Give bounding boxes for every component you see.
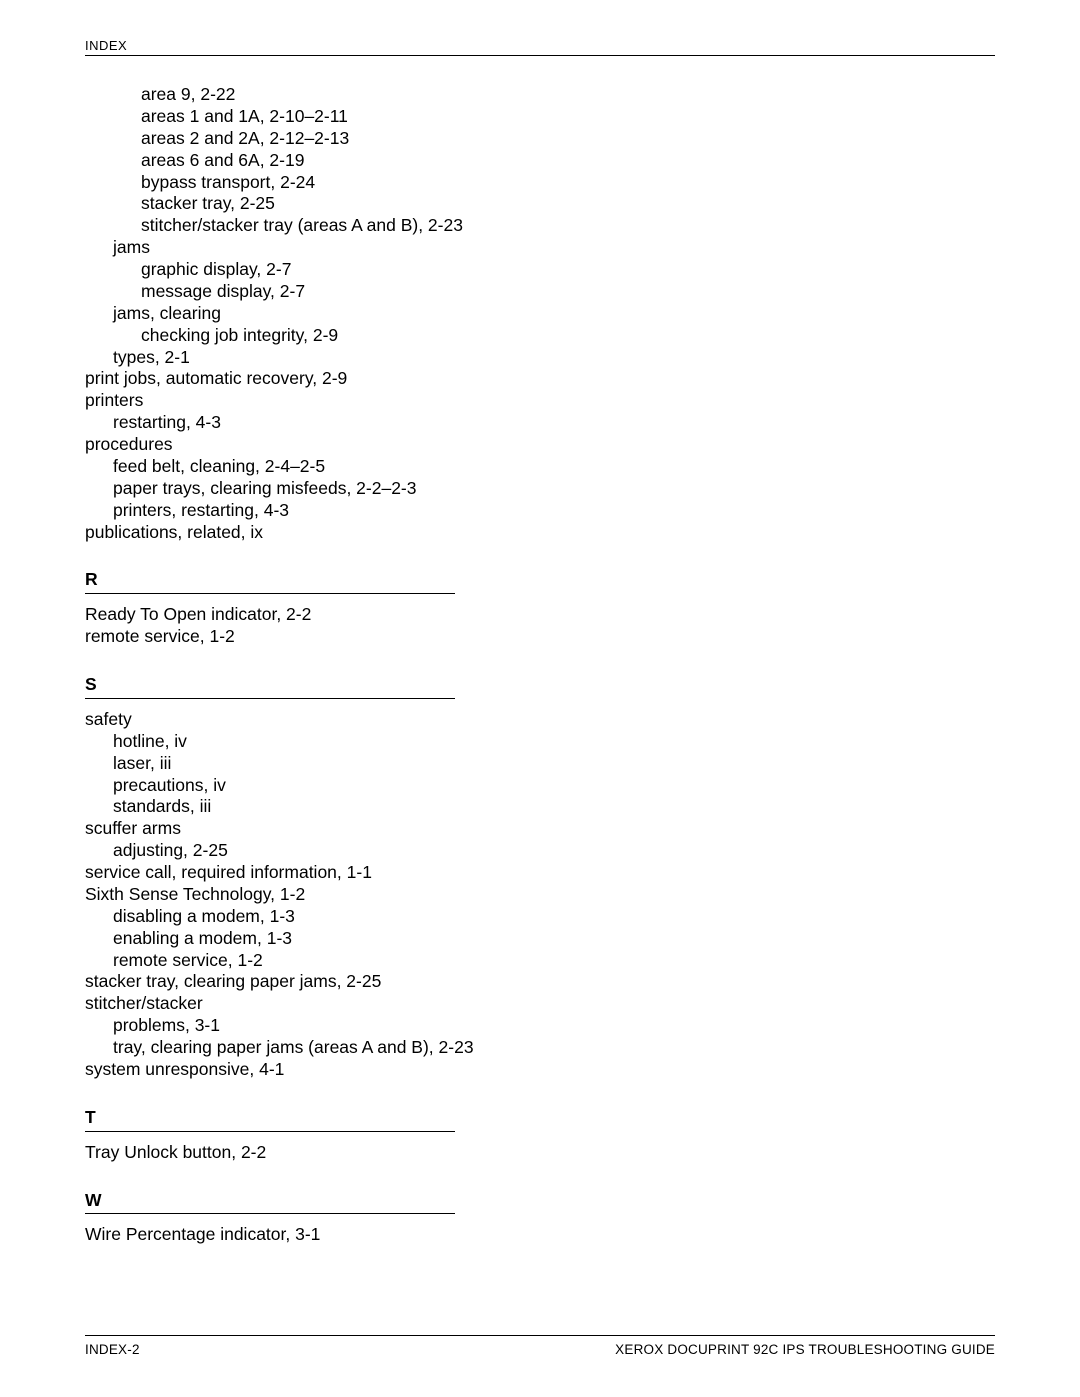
index-entry: Sixth Sense Technology, 1-2 — [85, 884, 995, 906]
section-spacer — [85, 1164, 995, 1190]
section-letter: S — [85, 674, 995, 696]
index-entry: precautions, iv — [113, 775, 995, 797]
index-entry: restarting, 4-3 — [113, 412, 995, 434]
index-entry: scuffer arms — [85, 818, 995, 840]
index-entry: printers, restarting, 4-3 — [113, 500, 995, 522]
index-entry: stacker tray, 2-25 — [141, 193, 995, 215]
continuation-block: area 9, 2-22areas 1 and 1A, 2-10–2-11are… — [85, 84, 995, 543]
index-entry: disabling a modem, 1-3 — [113, 906, 995, 928]
index-entry: procedures — [85, 434, 995, 456]
section-rule — [85, 593, 455, 594]
index-entry: laser, iii — [113, 753, 995, 775]
index-entry: hotline, iv — [113, 731, 995, 753]
index-entry: enabling a modem, 1-3 — [113, 928, 995, 950]
section-rule — [85, 1213, 455, 1214]
section-letter: R — [85, 569, 995, 591]
index-entry: service call, required information, 1-1 — [85, 862, 995, 884]
index-entry: remote service, 1-2 — [113, 950, 995, 972]
section-spacer — [85, 648, 995, 674]
index-entry: jams, clearing — [113, 303, 995, 325]
index-entry: standards, iii — [113, 796, 995, 818]
index-entry: Ready To Open indicator, 2-2 — [85, 604, 995, 626]
page-footer: INDEX-2 XEROX DOCUPRINT 92C IPS TROUBLES… — [85, 1335, 995, 1357]
index-entry: area 9, 2-22 — [141, 84, 995, 106]
index-entry: safety — [85, 709, 995, 731]
index-entry: jams — [113, 237, 995, 259]
index-entry: areas 1 and 1A, 2-10–2-11 — [141, 106, 995, 128]
index-entry: Tray Unlock button, 2-2 — [85, 1142, 995, 1164]
footer-doc-title: XEROX DOCUPRINT 92C IPS TROUBLESHOOTING … — [615, 1342, 995, 1357]
index-entry: checking job integrity, 2-9 — [141, 325, 995, 347]
section-spacer — [85, 543, 995, 569]
index-entry: system unresponsive, 4-1 — [85, 1059, 995, 1081]
index-entry: paper trays, clearing misfeeds, 2-2–2-3 — [113, 478, 995, 500]
page-header: INDEX — [85, 38, 995, 56]
index-page: INDEX area 9, 2-22areas 1 and 1A, 2-10–2… — [0, 0, 1080, 1246]
index-entry: publications, related, ix — [85, 522, 995, 544]
index-entry: feed belt, cleaning, 2-4–2-5 — [113, 456, 995, 478]
index-entry: print jobs, automatic recovery, 2-9 — [85, 368, 995, 390]
index-entry: types, 2-1 — [113, 347, 995, 369]
index-entry: tray, clearing paper jams (areas A and B… — [113, 1037, 995, 1059]
index-entry: stacker tray, clearing paper jams, 2-25 — [85, 971, 995, 993]
index-entry: remote service, 1-2 — [85, 626, 995, 648]
section-rule — [85, 698, 455, 699]
index-entry: stitcher/stacker tray (areas A and B), 2… — [141, 215, 995, 237]
index-entry: areas 2 and 2A, 2-12–2-13 — [141, 128, 995, 150]
index-entry: adjusting, 2-25 — [113, 840, 995, 862]
section-rule — [85, 1131, 455, 1132]
footer-page-number: INDEX-2 — [85, 1342, 140, 1357]
index-entry: Wire Percentage indicator, 3-1 — [85, 1224, 995, 1246]
index-entry: graphic display, 2-7 — [141, 259, 995, 281]
index-content: area 9, 2-22areas 1 and 1A, 2-10–2-11are… — [85, 84, 995, 1246]
index-entry: areas 6 and 6A, 2-19 — [141, 150, 995, 172]
section-letter: W — [85, 1190, 995, 1212]
section-spacer — [85, 1081, 995, 1107]
index-entry: printers — [85, 390, 995, 412]
index-entry: stitcher/stacker — [85, 993, 995, 1015]
section-letter: T — [85, 1107, 995, 1129]
index-entry: bypass transport, 2-24 — [141, 172, 995, 194]
index-sections: RReady To Open indicator, 2-2remote serv… — [85, 543, 995, 1246]
header-title: INDEX — [85, 38, 127, 53]
index-entry: problems, 3-1 — [113, 1015, 995, 1037]
index-entry: message display, 2-7 — [141, 281, 995, 303]
